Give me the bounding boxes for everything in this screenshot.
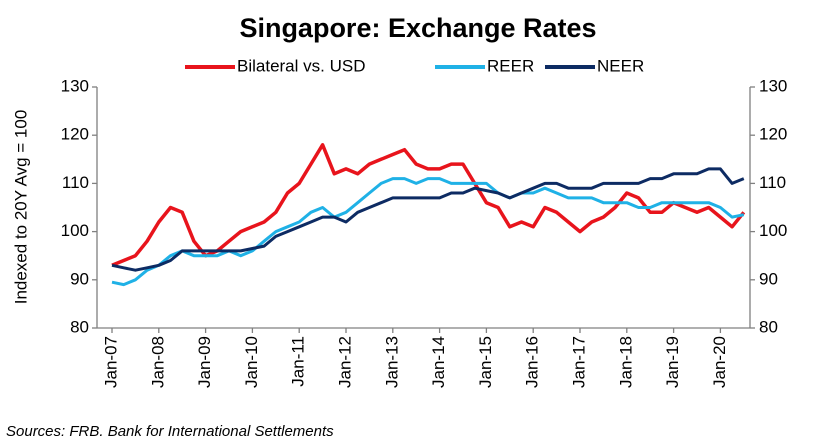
y2-tick-label: 100 xyxy=(759,221,787,240)
x-tick-label: Jan-18 xyxy=(616,336,635,388)
x-tick-label: Jan-15 xyxy=(476,336,495,388)
y2-tick-label: 110 xyxy=(759,173,786,192)
series-line xyxy=(111,143,746,267)
y2-tick-label: 90 xyxy=(759,269,778,288)
y-tick-label: 130 xyxy=(61,76,89,95)
x-tick-label: Jan-10 xyxy=(242,336,261,388)
x-tick-label: Jan-16 xyxy=(523,336,542,388)
x-tick-label: Jan-17 xyxy=(569,336,588,388)
legend-label: REER xyxy=(487,56,534,75)
y-tick-label: 120 xyxy=(61,125,89,144)
y2-tick-label: 120 xyxy=(759,125,787,144)
y-tick-label: 110 xyxy=(62,173,89,192)
series-line xyxy=(111,177,745,287)
x-tick-label: Jan-09 xyxy=(195,336,214,388)
y-tick-label: 100 xyxy=(61,221,89,240)
y2-tick-label: 80 xyxy=(759,317,778,336)
x-tick-label: Jan-08 xyxy=(148,336,167,388)
source-note: Sources: FRB. Bank for International Set… xyxy=(6,423,334,440)
x-tick-label: Jan-20 xyxy=(710,336,729,388)
x-tick-label: Jan-07 xyxy=(101,336,120,388)
y-tick-label: 80 xyxy=(70,317,89,336)
legend-label: NEER xyxy=(597,56,644,75)
chart-title: Singapore: Exchange Rates xyxy=(239,13,596,43)
x-tick-label: Jan-11 xyxy=(289,336,308,387)
y-tick-label: 90 xyxy=(70,269,89,288)
y-axis-label: Indexed to 20Y Avg = 100 xyxy=(11,110,30,305)
x-tick-label: Jan-19 xyxy=(663,336,682,388)
x-tick-label: Jan-13 xyxy=(382,336,401,388)
series-line xyxy=(111,167,745,272)
x-tick-label: Jan-14 xyxy=(429,336,448,388)
x-tick-label: Jan-12 xyxy=(335,336,354,388)
y2-tick-label: 130 xyxy=(759,76,787,95)
legend-label: Bilateral vs. USD xyxy=(237,56,365,75)
